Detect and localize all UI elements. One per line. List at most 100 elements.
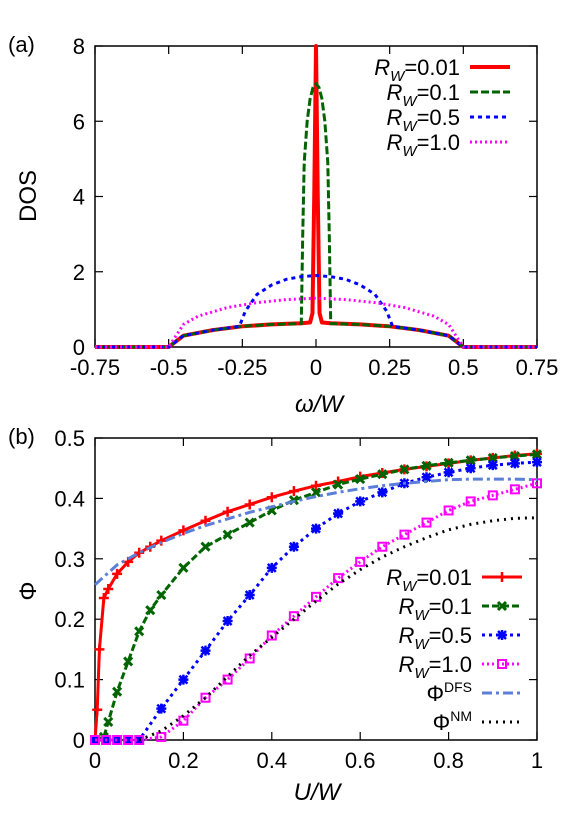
x-tick-label: -0.75 [70, 355, 120, 380]
legend-label: ΦNM [433, 708, 472, 735]
legend-entry: RW=0.01 [386, 565, 522, 595]
data-point [156, 731, 167, 742]
data-point [377, 541, 388, 552]
series-path [93, 477, 538, 586]
data-point [399, 464, 410, 475]
data-point [487, 452, 498, 463]
data-point [123, 735, 134, 745]
x-tick-label: 0.5 [448, 355, 479, 380]
data-point [497, 630, 507, 640]
data-point [421, 517, 432, 528]
y-tick-label: 6 [73, 109, 85, 134]
series-path [95, 296, 537, 349]
series-line [138, 516, 538, 742]
panel-a: (a) DOS ω/W -0.75 -0.5 -0.25 0 0.25 0.5 0.75 0 2… [8, 32, 558, 418]
data-point [112, 735, 123, 745]
y-tick-label: 0.4 [54, 486, 85, 511]
data-point [178, 562, 189, 573]
legend-label: RW=0.5 [399, 623, 473, 653]
y-tick-label: 0 [73, 335, 85, 360]
legend-label: RW=1.0 [399, 652, 473, 682]
data-point [421, 460, 432, 471]
data-point [509, 484, 520, 495]
legend-entry: RW=1.0 [387, 130, 510, 160]
data-point [310, 487, 322, 498]
series-line [93, 477, 538, 586]
data-point [103, 716, 114, 727]
legend-entry: RW=0.5 [387, 105, 510, 135]
data-point [311, 523, 321, 534]
data-point [465, 455, 476, 466]
legend-label: RW=1.0 [387, 130, 461, 160]
series-path [95, 274, 537, 349]
data-point [222, 506, 233, 517]
legend-label: RW=0.01 [386, 565, 472, 595]
data-point [355, 556, 366, 567]
data-point [531, 449, 543, 460]
data-point [200, 692, 211, 703]
data-point [509, 458, 520, 469]
data-point [465, 463, 476, 474]
data-point [200, 541, 211, 552]
legend-entry: RW=0.1 [399, 594, 522, 624]
data-point [200, 645, 211, 656]
data-point [222, 616, 233, 627]
data-point [355, 474, 366, 485]
legend-label: RW=0.01 [374, 55, 460, 85]
panel-b: (b) Φ U/W 0 0.2 0.4 0.6 0.8 1 0 0.1 0.2 0.3 0.4 0.5… [8, 424, 543, 806]
legend-entry: ΦNM [433, 708, 522, 735]
data-point [487, 460, 498, 471]
y-tick-label: 0.5 [54, 426, 85, 451]
data-point [465, 496, 476, 507]
data-point [421, 472, 432, 483]
data-point [288, 541, 299, 552]
data-point [101, 735, 112, 745]
data-point [244, 590, 255, 601]
data-point [112, 568, 123, 579]
data-point [443, 457, 454, 468]
x-tick-label: 0.4 [257, 748, 288, 773]
panel-a-series [95, 44, 537, 349]
y-tick-label: 0.2 [54, 607, 85, 632]
panel-a-axes: -0.75 -0.5 -0.25 0 0.25 0.5 0.75 0 2 4 6 8 [70, 34, 558, 380]
legend-label: ΦDFS [426, 679, 472, 706]
data-point [497, 572, 507, 582]
data-point [222, 529, 233, 540]
legend-label: RW=0.1 [387, 80, 461, 110]
series-line [95, 82, 537, 349]
panel-b-series [89, 448, 543, 746]
data-point [266, 630, 277, 641]
data-point [496, 600, 508, 612]
data-point [355, 496, 366, 507]
data-point [333, 508, 344, 519]
x-tick-label: 0.25 [368, 355, 411, 380]
x-tick-label: -0.25 [217, 355, 267, 380]
legend-entry: RW=0.1 [387, 80, 510, 110]
series-line [95, 296, 537, 349]
x-tick-label: -0.5 [150, 355, 188, 380]
x-tick-label: 0.6 [345, 748, 376, 773]
x-tick-label: 0.8 [433, 748, 464, 773]
data-point [134, 735, 145, 745]
data-point [377, 487, 388, 498]
data-point [288, 486, 299, 497]
legend-entry: RW=1.0 [399, 652, 522, 682]
panel-b-axes: 0 0.2 0.4 0.6 0.8 1 0 0.1 0.2 0.3 0.4 0.5 [54, 426, 543, 773]
data-point [244, 517, 255, 528]
data-point [103, 584, 114, 594]
data-point [156, 589, 167, 601]
x-tick-label: 1 [531, 748, 543, 773]
panel-b-xlabel: U/W [294, 779, 343, 806]
data-point [123, 656, 134, 667]
y-tick-label: 0.1 [54, 668, 85, 693]
data-point [266, 492, 277, 503]
data-point [123, 735, 134, 745]
data-point [399, 529, 410, 540]
data-point [509, 451, 520, 462]
data-point [112, 686, 123, 697]
data-point [532, 457, 542, 468]
data-point [156, 703, 167, 714]
data-point [222, 674, 233, 685]
